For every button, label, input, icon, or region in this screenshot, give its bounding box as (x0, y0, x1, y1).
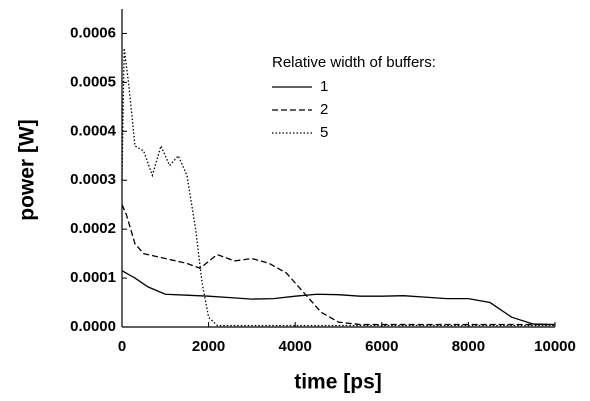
x-axis-label: time [ps] (294, 371, 382, 394)
x-tick-label: 10000 (534, 338, 576, 355)
legend-label: 1 (320, 78, 328, 95)
series-line (121, 204, 555, 326)
y-tick-label: 0.0006 (70, 24, 116, 41)
x-tick-label: 2000 (192, 338, 225, 355)
y-tick-label: 0.0005 (70, 73, 116, 90)
legend-title: Relative width of buffers: (272, 54, 436, 71)
y-tick-label: 0.0002 (70, 220, 116, 237)
y-tick-label: 0.0000 (70, 318, 116, 335)
x-tick-label: 0 (118, 338, 126, 355)
series-line (121, 48, 555, 327)
y-tick-label: 0.0003 (70, 171, 116, 188)
legend-label: 2 (320, 101, 328, 118)
x-tick-label: 4000 (279, 338, 312, 355)
legend-label: 5 (320, 124, 328, 141)
x-tick-label: 8000 (452, 338, 485, 355)
y-axis-label: power [W] (16, 119, 39, 220)
x-tick-label: 6000 (365, 338, 398, 355)
y-tick-label: 0.0001 (70, 269, 116, 286)
series-line (121, 270, 556, 326)
y-tick-label: 0.0004 (70, 122, 117, 139)
